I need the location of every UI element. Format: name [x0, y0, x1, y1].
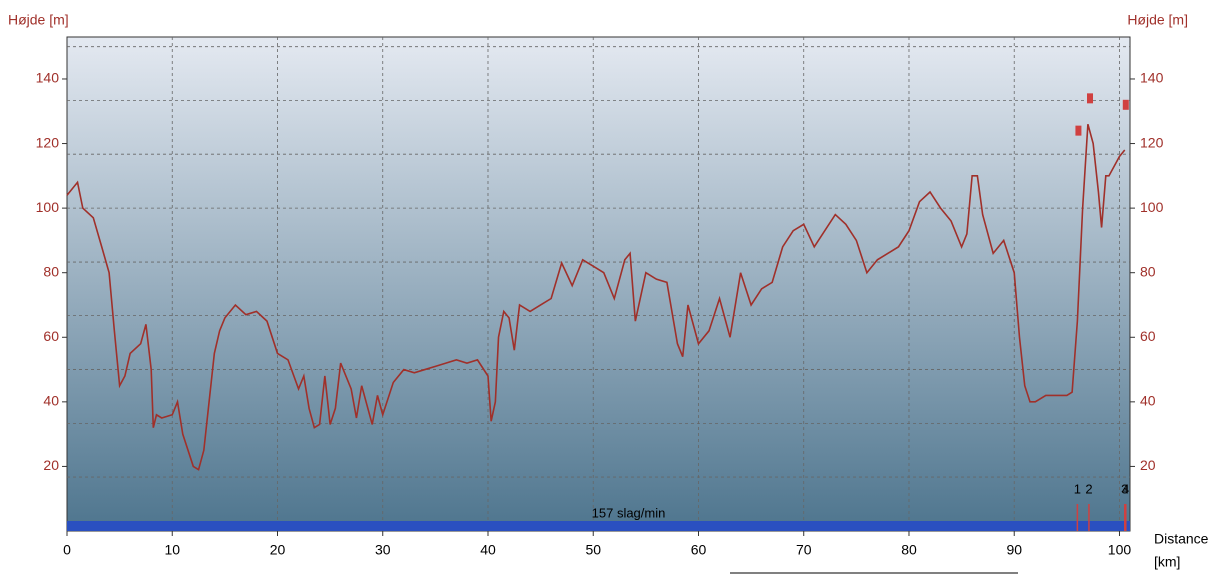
x-tick-label: 40: [480, 542, 496, 558]
marker-label: 1: [1074, 481, 1081, 496]
y-axis-label: Højde [m]: [8, 12, 69, 28]
marker-label: 4: [1122, 481, 1129, 496]
y2-tick-label: 100: [1140, 199, 1164, 215]
x-axis-label: Distance: [1154, 531, 1209, 547]
y2-tick-label: 120: [1140, 134, 1164, 150]
x-tick-label: 60: [691, 542, 707, 558]
y-tick-label: 120: [36, 134, 60, 150]
band: [67, 521, 1130, 531]
y-tick-label: 80: [43, 263, 59, 279]
x-tick-label: 30: [375, 542, 391, 558]
y2-tick-label: 20: [1140, 457, 1156, 473]
y2-tick-label: 60: [1140, 328, 1156, 344]
x-tick-label: 20: [270, 542, 286, 558]
plot-area: [66, 36, 1131, 532]
waypoint: [1122, 99, 1129, 110]
x-tick-label: 50: [585, 542, 601, 558]
band-label: 157 slag/min: [592, 505, 666, 520]
x-tick-label: 10: [164, 542, 180, 558]
marker-label: 3: [1121, 481, 1128, 496]
x-tick-label: 80: [901, 542, 917, 558]
x-tick-label: 100: [1108, 542, 1132, 558]
y-tick-label: 140: [36, 70, 60, 86]
waypoint: [1075, 125, 1082, 136]
x-tick-label: 90: [1006, 542, 1022, 558]
y2-tick-label: 40: [1140, 393, 1156, 409]
y-tick-label: 60: [43, 328, 59, 344]
x-tick-label: 0: [63, 542, 71, 558]
y2-tick-label: 80: [1140, 263, 1156, 279]
waypoint: [1087, 93, 1094, 104]
y-tick-label: 20: [43, 457, 59, 473]
marker-label: 2: [1085, 481, 1092, 496]
y-tick-label: 40: [43, 393, 59, 409]
y2-axis-label: Højde [m]: [1127, 12, 1188, 28]
elevation-line: [66, 123, 1126, 471]
y-tick-label: 100: [36, 199, 60, 215]
y2-tick-label: 140: [1140, 70, 1164, 86]
x-tick-label: 70: [796, 542, 812, 558]
x-axis-unit: [km]: [1154, 554, 1180, 570]
